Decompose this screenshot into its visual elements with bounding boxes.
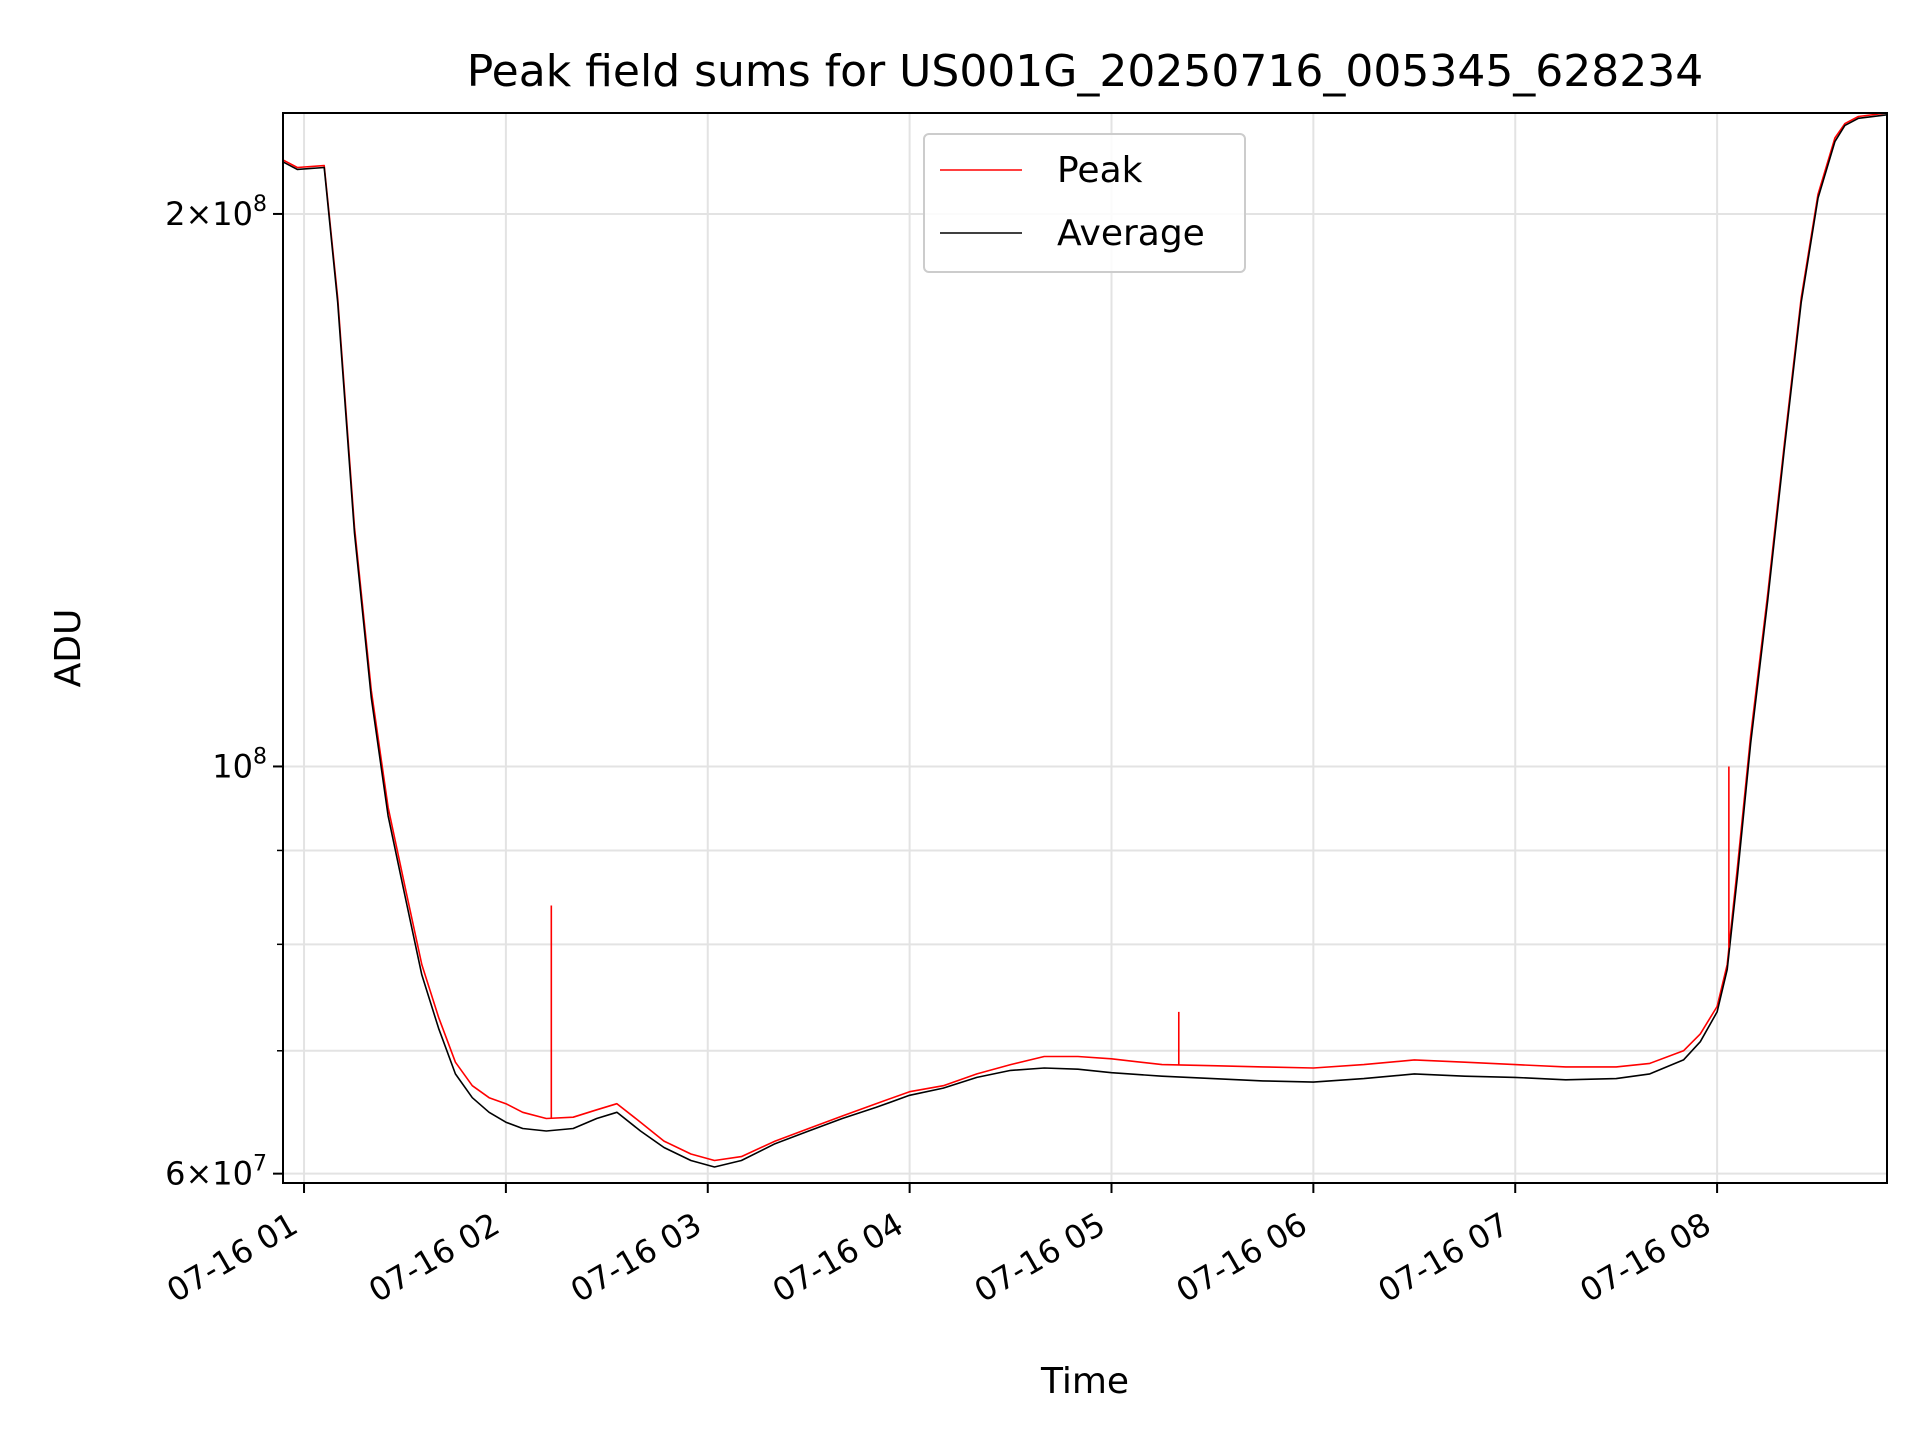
series-group	[283, 113, 1887, 1168]
y-tick-label: 108	[212, 744, 267, 785]
y-tick-label: 2×108	[165, 192, 267, 233]
legend-box	[923, 133, 1246, 273]
legend-label-average: Average	[1057, 213, 1205, 254]
x-axis-label: Time	[1040, 1361, 1129, 1402]
plot-frame	[282, 112, 1888, 1184]
series-line-average	[283, 114, 1887, 1168]
y-tick-label: 6×107	[165, 1152, 267, 1193]
legend-label-peak: Peak	[1057, 150, 1143, 191]
chart-title: Peak field sums for US001G_20250716_0053…	[467, 46, 1704, 97]
y-axis-label: ADU	[48, 609, 89, 688]
legend: Peak Average	[923, 133, 1246, 273]
